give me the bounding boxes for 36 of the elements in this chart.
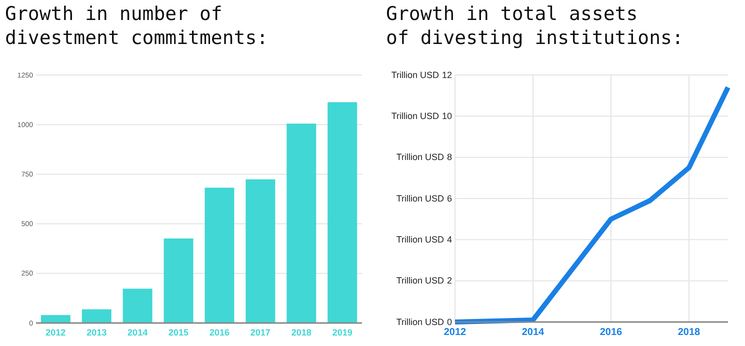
y-tick-label: 2 — [446, 276, 452, 286]
x-tick-label: 2014 — [128, 327, 148, 338]
y-tick-label: 10 — [442, 111, 452, 122]
x-tick-label: 2018 — [678, 327, 701, 338]
y-tick-label: 4 — [446, 234, 452, 245]
chart-title: Growth in total assets of divesting institutions: — [386, 3, 684, 49]
bar — [246, 179, 276, 323]
y-tick-label: 8 — [446, 152, 452, 162]
y-axis-title: Trillion USD — [396, 316, 444, 327]
text: Trillion USD — [391, 111, 439, 122]
bar — [286, 124, 316, 323]
y-tick-label: 6 — [446, 193, 452, 204]
bar — [164, 238, 194, 323]
bar — [82, 309, 112, 323]
x-tick-label: 2018 — [291, 327, 312, 338]
text: Trillion USD — [396, 152, 444, 162]
bar — [122, 288, 152, 323]
bar — [204, 188, 234, 323]
x-tick-label: 2016 — [600, 327, 623, 338]
y-tick-label: 12 — [442, 70, 452, 80]
x-tick-label: 2015 — [168, 327, 189, 338]
x-tick-label: 2012 — [444, 327, 467, 338]
text: Trillion USD — [391, 70, 439, 80]
x-tick-label: 2012 — [46, 327, 66, 338]
chart-title: Growth in number of divestment commitments: — [5, 3, 268, 49]
x-tick-label: 2013 — [86, 327, 107, 338]
x-tick-label: 2016 — [209, 327, 230, 338]
x-tick-label: 2017 — [250, 327, 270, 338]
y-tick-label: 0 — [446, 316, 452, 327]
bar — [40, 315, 70, 323]
text: Trillion USD — [396, 276, 444, 286]
text: Trillion USD — [396, 234, 444, 245]
bar — [328, 102, 358, 323]
x-tick-label: 2014 — [522, 327, 545, 338]
text: Trillion USD — [396, 193, 444, 204]
x-tick-label: 2019 — [332, 327, 352, 338]
